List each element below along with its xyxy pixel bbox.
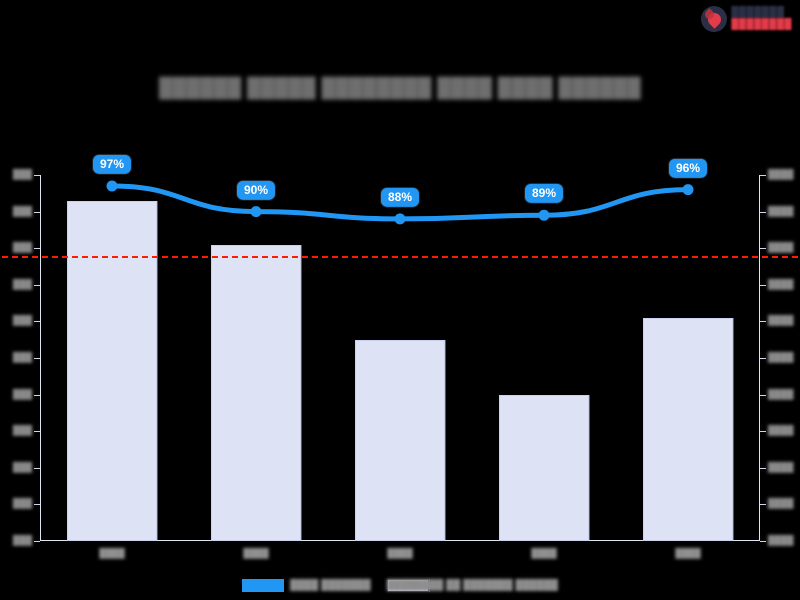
- x-axis-tick-label: ████: [531, 548, 557, 558]
- axis-tick: [760, 284, 766, 286]
- legend-label: ████ ███████: [289, 580, 371, 591]
- axis-tick: [760, 248, 766, 250]
- y-axis-right-tick-label: ████: [768, 425, 794, 436]
- x-axis-tick-label: ████: [99, 548, 125, 558]
- legend-item[interactable]: ████ ███████: [241, 579, 371, 592]
- y-axis-right-tick-label: ████: [768, 388, 794, 399]
- y-axis-right-spine: [759, 175, 760, 541]
- y-axis-left-tick-label: ███: [12, 535, 32, 545]
- line-marker[interactable]: [106, 180, 118, 192]
- data-label-badge: 96%: [668, 158, 708, 178]
- bar[interactable]: [499, 394, 589, 541]
- line-marker[interactable]: [538, 209, 550, 221]
- x-axis-tick-label: ████: [675, 548, 701, 558]
- y-axis-right-tick-label: ████: [768, 169, 794, 179]
- y-axis-left-tick-label: ███: [12, 242, 32, 253]
- chart-title: ██████ █████ ████████ ████ ████ ██████: [158, 78, 642, 99]
- logo-wordmark-line1: ███████: [731, 7, 785, 18]
- axis-tick: [760, 211, 766, 213]
- y-axis-right-tick-label: ████: [768, 315, 794, 326]
- logo-wordmark: ███████ ████████: [731, 8, 792, 30]
- brand-logo: ███████ ████████: [701, 4, 792, 34]
- axis-tick: [34, 394, 40, 396]
- axis-tick: [34, 358, 40, 359]
- line-marker[interactable]: [682, 184, 694, 196]
- y-axis-left-tick-label: ███: [12, 425, 32, 436]
- y-axis-right-tick-label: ████: [768, 461, 794, 472]
- plot-area: ███ ███ ███ ███ ███ ███ ███ ███ ███ ███ ███ ████ ██…: [2, 154, 798, 558]
- axis-tick: [34, 504, 40, 506]
- bar[interactable]: [211, 244, 301, 541]
- axis-tick: [34, 321, 40, 323]
- axis-tick: [34, 284, 40, 286]
- axis-tick: [34, 431, 40, 433]
- y-axis-right-tick-label: ████: [768, 278, 794, 289]
- axis-tick: [34, 248, 40, 250]
- y-axis-right-tick-label: ████: [768, 498, 794, 509]
- legend-item[interactable]: ████████ ██ ███████ ██████: [386, 579, 558, 592]
- legend-swatch: [241, 579, 284, 592]
- axis-tick: [34, 175, 40, 176]
- chart-legend: ████ ███████ ████████ ██ ███████ ██████: [0, 579, 800, 592]
- data-label-badge: 97%: [92, 154, 132, 174]
- bar[interactable]: [355, 339, 445, 541]
- line-series: [106, 180, 694, 225]
- y-axis-left-tick-label: ███: [12, 169, 32, 179]
- logo-wordmark-line2: ████████: [731, 19, 792, 30]
- axis-tick: [760, 467, 766, 469]
- axis-tick: [760, 358, 766, 359]
- axis-tick: [34, 541, 40, 542]
- flower-circle-logo-icon: [701, 6, 728, 32]
- y-axis-right-tick-label: ████: [768, 352, 794, 362]
- y-axis-left-tick-label: ███: [12, 205, 32, 216]
- axis-tick: [760, 431, 766, 433]
- axis-tick: [760, 175, 766, 176]
- axis-tick: [760, 321, 766, 323]
- data-label-badge: 88%: [380, 187, 420, 207]
- bar[interactable]: [643, 317, 733, 541]
- y-axis-right-tick-label: ████: [768, 242, 794, 253]
- y-axis-left-spine: [40, 175, 41, 541]
- axis-tick: [34, 467, 40, 469]
- y-axis-left-tick-label: ███: [12, 498, 32, 509]
- y-axis-left-tick-label: ███: [12, 352, 32, 362]
- line-marker[interactable]: [250, 206, 262, 218]
- y-axis-left-tick-label: ███: [12, 278, 32, 289]
- x-axis-tick-label: ████: [387, 548, 413, 558]
- y-axis-left-tick-label: ███: [12, 315, 32, 326]
- data-label-badge: 90%: [236, 180, 276, 200]
- line-marker[interactable]: [394, 213, 406, 225]
- axis-tick: [760, 541, 766, 542]
- axis-tick: [760, 394, 766, 396]
- axis-tick: [760, 504, 766, 506]
- legend-swatch: [386, 579, 429, 592]
- y-axis-right-tick-label: ████: [768, 205, 794, 216]
- y-axis-right-tick-label: ████: [768, 535, 794, 545]
- axis-tick: [34, 211, 40, 213]
- y-axis-left-tick-label: ███: [12, 461, 32, 472]
- data-label-badge: 89%: [524, 184, 564, 204]
- reference-line: [2, 255, 798, 258]
- x-axis-tick-label: ████: [243, 548, 269, 558]
- y-axis-left-tick-label: ███: [12, 388, 32, 399]
- legend-label: ████████ ██ ███████ ██████: [386, 580, 558, 591]
